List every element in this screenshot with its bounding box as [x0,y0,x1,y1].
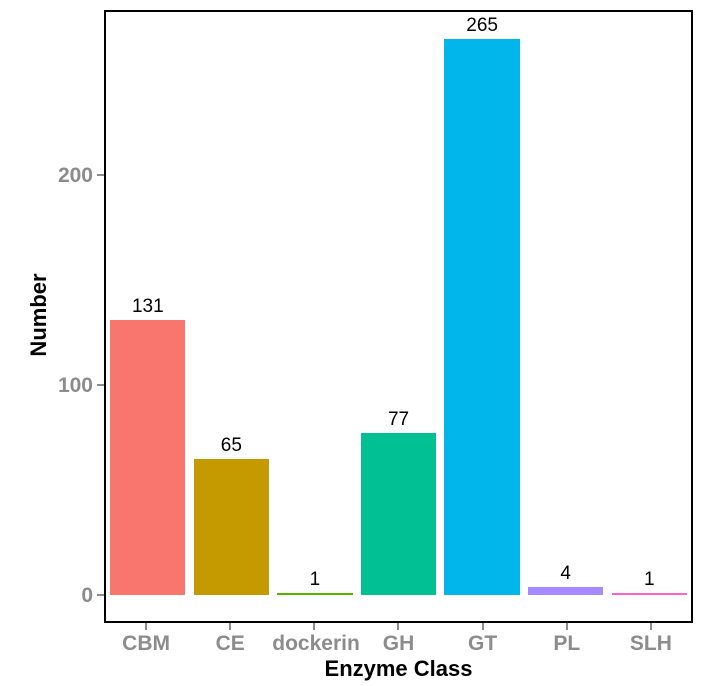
bar-slot-SLH: 1 [607,568,691,595]
x-tick-slot [525,623,609,630]
x-tick-slot [272,623,356,630]
bar-value-label: 4 [560,562,571,584]
x-tick-mark [145,623,148,630]
x-tick-slot [609,623,693,630]
x-tick-mark [313,623,316,630]
bar-value-label: 77 [387,409,410,431]
bar-slot-PL: 4 [524,564,608,595]
bar-slot-CBM: 131 [106,297,190,595]
bar-value-label: 1 [309,568,321,590]
bar-value-label: 1 [643,568,655,590]
bar-value-label: 65 [220,434,242,456]
x-category-label-GH: GH [382,632,415,655]
x-tick-slot [356,623,440,630]
bar-SLH [611,592,687,595]
y-tick-label: 100 [57,374,93,397]
bars-container: 131 65 1 77 265 4 1 [106,12,691,621]
y-tick-label: 200 [57,164,93,187]
plot-panel: 131 65 1 77 265 4 1 [104,10,693,623]
y-tick-mark [97,594,104,596]
bar-CBM [110,319,186,595]
x-tick-mark [397,623,400,630]
y-tick-label: 0 [81,584,93,607]
bar-GT [444,38,520,595]
x-tick-mark [649,623,652,630]
x-tick-mark [565,623,568,630]
y-axis-title: Number [26,273,51,357]
x-tick-slot [188,623,272,630]
x-category-label-GT: GT [468,632,498,655]
x-tick-mark [229,623,232,630]
bar-slot-CE: 65 [190,434,274,595]
bar-slot-GH: 77 [357,410,441,595]
y-tick-mark [97,174,104,176]
x-tick-slot [104,623,188,630]
x-axis-title: Enzyme Class [324,656,473,681]
x-category-label-CE: CE [215,632,245,655]
x-tick-slot [441,623,525,630]
x-axis-category-labels: CBM CE dockerin GH GT PL SLH [104,633,693,654]
bar-value-label: 265 [466,14,498,36]
bar-dockerin [277,592,353,595]
bar-value-label: 131 [131,295,164,317]
bar-GH [360,433,437,595]
x-category-label-SLH: SLH [629,632,672,655]
bar-PL [528,586,604,595]
y-tick-mark [97,384,104,386]
x-category-label-CBM: CBM [122,632,170,655]
x-axis-tick-marks [104,623,693,630]
x-tick-mark [481,623,484,630]
bar-slot-dockerin: 1 [273,568,357,595]
bar-CE [193,458,269,595]
x-category-label-dockerin: dockerin [272,632,360,655]
x-category-label-PL: PL [553,632,581,655]
bar-slot-GT: 265 [440,14,524,595]
